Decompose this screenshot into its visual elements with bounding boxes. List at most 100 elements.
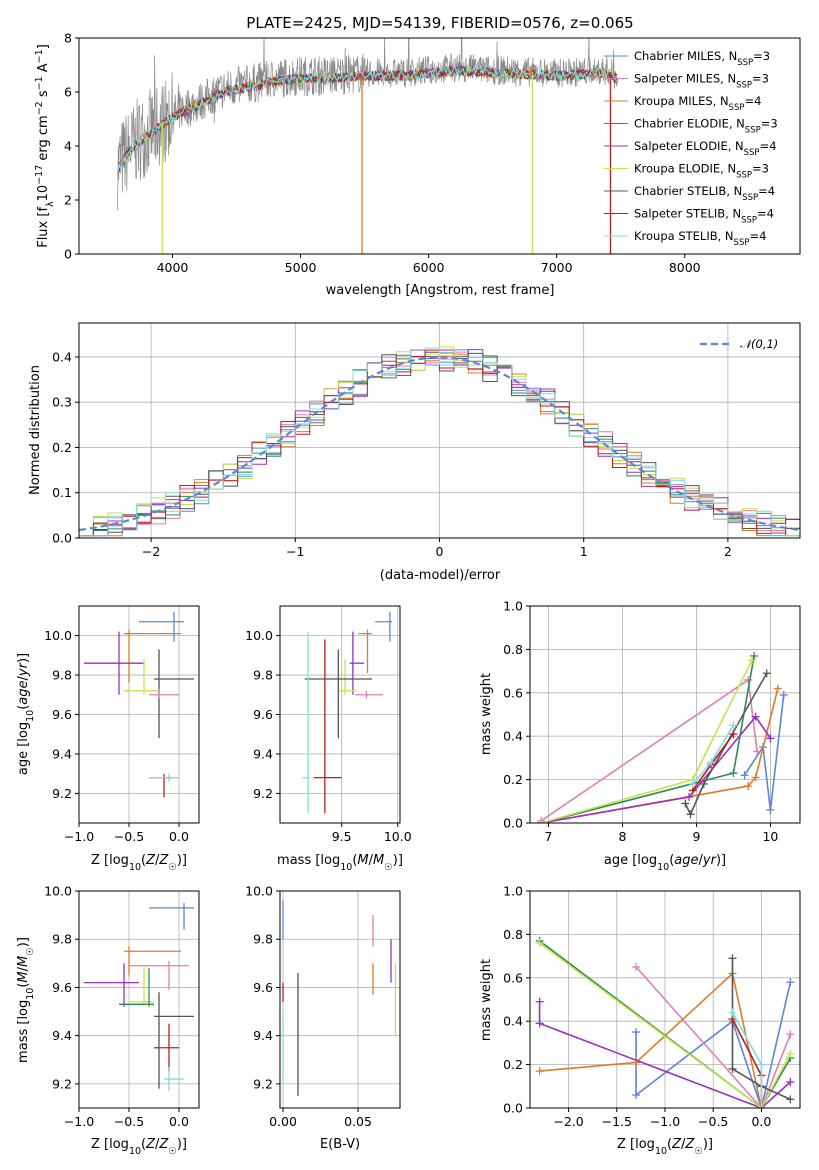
axes-frame [279, 605, 401, 824]
x-tick-label: 8000 [669, 260, 701, 275]
y-tick-label: 0.0 [503, 1101, 523, 1116]
plot-area-mass_vs_ebv [282, 900, 397, 1096]
x-tick-label: 9 [692, 829, 700, 844]
plot-area-residuals [79, 346, 800, 537]
errorbar-kroupa_elodie [129, 965, 154, 1005]
marker-salpeter_miles [744, 675, 753, 684]
y-tick-label: 0.4 [52, 349, 72, 364]
marker-chabrier_elodie [750, 651, 759, 660]
panel-residuals: −2 −1 0 1 2 0.0 0.1 0.2 0.3 0.4 𝒩(0,1) (data-model)… [28, 322, 801, 583]
y-axis-label: mass weight [479, 959, 494, 1041]
histogram-kroupa_stelib [79, 347, 800, 537]
weight-line-salpeter_elodie [540, 715, 772, 823]
weight-line-chabrier_stelib [684, 672, 768, 817]
y-tick-label: 8 [64, 31, 72, 46]
errorbar-salpeter_miles [129, 960, 189, 990]
legend-label: Chabrier MILES, NSSP=3 [634, 49, 770, 68]
marker-chabrier_miles [632, 1090, 641, 1099]
marker-kroupa_stelib [757, 1104, 766, 1108]
errorbar-kroupa_miles [358, 629, 372, 674]
errorbar-kroupa_stelib [164, 1067, 184, 1092]
y-tick-label: 0.2 [503, 1057, 523, 1072]
marker-salpeter_miles [632, 962, 641, 971]
marker-chabrier_stelib [728, 954, 737, 963]
x-axis-label: mass [log10(M/M☉)] [277, 853, 403, 873]
marker-chabrier_stelib [699, 779, 708, 788]
x-tick-label: 0.0 [169, 829, 189, 844]
legend-label: Kroupa MILES, NSSP=4 [634, 94, 761, 113]
plot-area-mass_weight_vs_z [535, 936, 795, 1108]
plot-area-spectrum [116, 38, 619, 254]
plots-layer: 4000 5000 6000 7000 8000 0 2 4 6 8 Chabrier MILES,… [16, 31, 801, 1157]
marker-kroupa_elodie [786, 1049, 795, 1058]
x-axis-label: age [log10(age/yr)] [604, 853, 726, 873]
x-tick-label: −0.5 [114, 829, 144, 844]
panel-mass_vs_ebv: 0.00 0.05 9.2 9.4 9.6 9.8 10.0 E(B-V) [245, 884, 401, 1152]
errorbar-kroupa_elodie [124, 659, 159, 695]
x-tick-label: 0.05 [344, 1114, 372, 1129]
y-axis-label: Normed distribution [28, 365, 43, 495]
observed-spectrum [117, 38, 619, 211]
errorbar-salpeter_miles [149, 688, 179, 699]
x-axis-label: Z [log10(Z/Z☉)] [91, 1137, 187, 1157]
legend-label: Chabrier ELODIE, NSSP=3 [634, 117, 778, 136]
marker-chabrier_stelib [686, 810, 695, 819]
x-tick-label: 0.0 [751, 1114, 771, 1129]
plot-area-age_vs_mass [302, 611, 393, 814]
x-tick-label: 10.0 [384, 829, 412, 844]
errorbar-kroupa_stelib [302, 631, 311, 814]
y-tick-label: 6 [64, 85, 72, 100]
y-tick-label: 0.2 [503, 772, 523, 787]
y-axis-label: mass [log10(M/M☉)] [16, 937, 36, 1063]
y-tick-label: 0 [64, 247, 72, 262]
panel-spectrum: 4000 5000 6000 7000 8000 0 2 4 6 8 Chabrier MILES,… [34, 31, 801, 298]
y-tick-label: 0.0 [52, 531, 72, 546]
y-tick-label: 0.0 [503, 816, 523, 831]
x-tick-label: 10 [762, 829, 778, 844]
errorbar-kroupa_miles [124, 629, 181, 683]
x-tick-label: 6000 [413, 260, 445, 275]
marker-chabrier_stelib [728, 1064, 737, 1073]
x-tick-label: 4000 [157, 260, 189, 275]
marker-chabrier_miles [632, 1028, 641, 1037]
y-tick-label: 9.2 [253, 786, 273, 801]
y-tick-label: 10.0 [245, 884, 273, 899]
y-tick-label: 9.6 [253, 980, 273, 995]
y-tick-label: 9.4 [253, 746, 273, 761]
y-tick-label: 0.1 [52, 485, 72, 500]
legend-label: Salpeter ELODIE, NSSP=4 [634, 139, 777, 158]
plot-area-age_vs_z [84, 611, 194, 798]
y-tick-label: 9.2 [52, 786, 72, 801]
errorbar-salpeter_stelib [313, 639, 342, 814]
axes-frame [78, 322, 801, 539]
y-tick-label: 9.8 [52, 932, 72, 947]
errorbar-chabrier_miles [149, 903, 194, 930]
y-tick-label: 0.4 [503, 1014, 523, 1029]
y-tick-label: 10.0 [44, 628, 72, 643]
weight-line-kroupa_miles [539, 971, 763, 1108]
x-tick-label: −2 [142, 544, 160, 559]
errorbar-chabrier_stelib [304, 649, 372, 739]
y-axis-label: Flux [fλ10−17 erg cm−2 s−1 A−1] [34, 44, 56, 248]
errorbar-chabrier_stelib [154, 992, 194, 1089]
y-tick-label: 9.4 [52, 1028, 72, 1043]
y-tick-label: 0.4 [503, 729, 523, 744]
y-tick-label: 9.8 [253, 668, 273, 683]
x-tick-label: 0 [436, 544, 444, 559]
legend-label: 𝒩(0,1) [740, 337, 778, 351]
y-tick-label: 9.6 [253, 707, 273, 722]
legend-label: Salpeter STELIB, NSSP=4 [634, 207, 774, 226]
errorbar-kroupa_stelib [149, 773, 179, 782]
y-tick-label: 2 [64, 193, 72, 208]
axes-frame [78, 890, 200, 1109]
errorbar-kroupa_elodie [339, 659, 357, 695]
marker-kroupa_stelib [757, 1060, 766, 1069]
x-tick-label: 7000 [541, 260, 573, 275]
marker-chabrier_elodie [729, 769, 738, 778]
errorbar-kroupa_miles [124, 946, 181, 976]
weight-line-salpeter_miles [635, 966, 792, 1108]
y-tick-label: 0.6 [503, 685, 523, 700]
y-axis-label: age [log10(age/yr)] [16, 653, 36, 775]
x-axis-label: wavelength [Angstrom, rest frame] [326, 283, 555, 298]
x-tick-label: 5000 [285, 260, 317, 275]
